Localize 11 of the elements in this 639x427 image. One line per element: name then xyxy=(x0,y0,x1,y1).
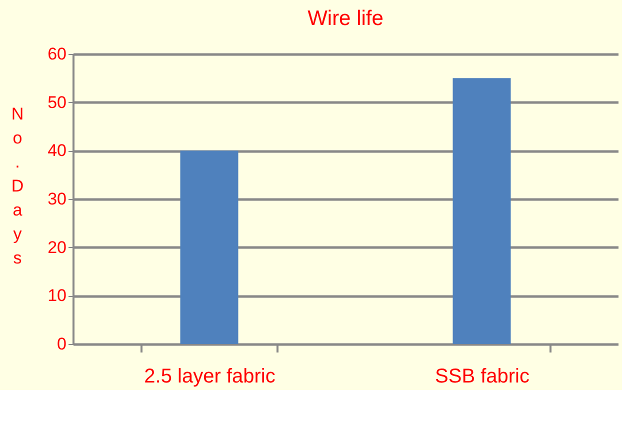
x-tick-label: 2.5 layer fabric xyxy=(144,366,276,388)
chart-title: Wire life xyxy=(308,7,384,30)
y-tick-label: 0 xyxy=(57,334,66,354)
y-tick-label: 10 xyxy=(48,286,66,306)
y-tick-label: 50 xyxy=(48,92,66,112)
y-axis-title: No. Days xyxy=(11,104,24,268)
y-tick-label: 30 xyxy=(48,190,66,208)
y-tick-label: 40 xyxy=(48,141,66,160)
y-tick-label: 20 xyxy=(48,238,66,257)
x-tick-label: SSB fabric xyxy=(435,366,530,388)
y-tick-label: 60 xyxy=(48,44,66,64)
